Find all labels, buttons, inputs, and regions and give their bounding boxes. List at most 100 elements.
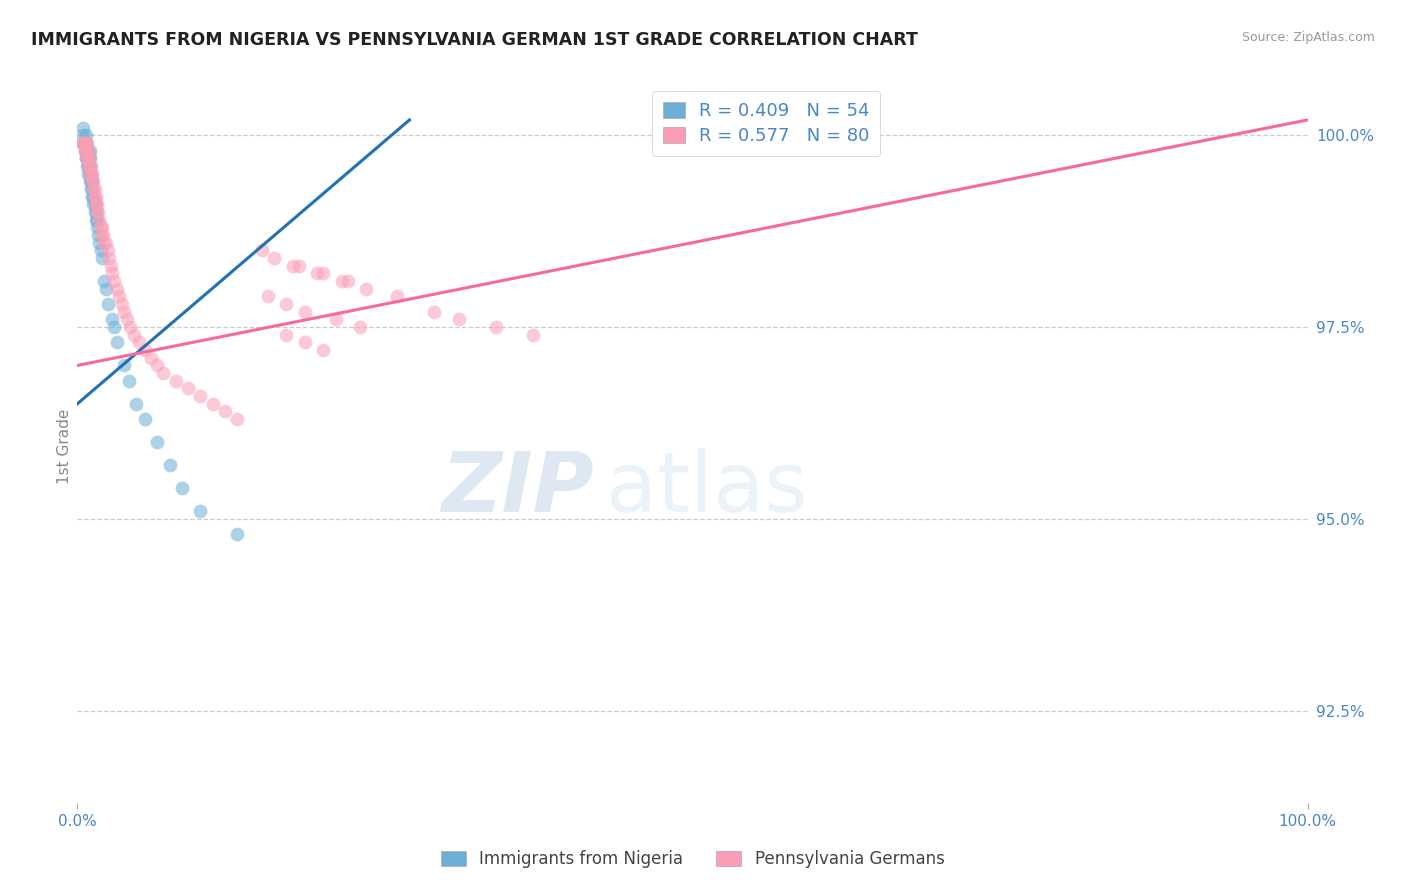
- Point: [84, 197, 107, 211]
- Point: [105, 335, 128, 350]
- Point: [112, 359, 135, 373]
- Y-axis label: 1st Grade: 1st Grade: [56, 409, 72, 483]
- Point: [72, 136, 94, 150]
- Point: [77, 144, 100, 158]
- Point: [77, 151, 100, 165]
- Point: [93, 274, 115, 288]
- Point: [76, 151, 98, 165]
- Point: [226, 412, 249, 426]
- Point: [98, 251, 121, 265]
- Point: [79, 144, 101, 158]
- Point: [349, 320, 371, 334]
- Point: [75, 151, 97, 165]
- Point: [83, 205, 105, 219]
- Point: [101, 312, 124, 326]
- Point: [75, 136, 97, 150]
- Point: [108, 289, 131, 303]
- Point: [276, 327, 298, 342]
- Point: [77, 167, 100, 181]
- Point: [485, 320, 508, 334]
- Point: [91, 227, 114, 242]
- Point: [226, 527, 249, 541]
- Point: [82, 189, 104, 203]
- Point: [83, 182, 105, 196]
- Point: [79, 159, 101, 173]
- Point: [90, 220, 112, 235]
- Point: [75, 136, 97, 150]
- Point: [83, 189, 105, 203]
- Point: [80, 174, 103, 188]
- Point: [72, 136, 94, 150]
- Point: [94, 282, 117, 296]
- Point: [80, 159, 103, 173]
- Point: [152, 366, 174, 380]
- Text: Source: ZipAtlas.com: Source: ZipAtlas.com: [1241, 31, 1375, 45]
- Point: [134, 412, 156, 426]
- Point: [76, 159, 98, 173]
- Point: [76, 144, 98, 158]
- Point: [79, 174, 101, 188]
- Point: [82, 189, 104, 203]
- Point: [93, 235, 115, 250]
- Point: [103, 320, 125, 334]
- Text: ZIP: ZIP: [441, 449, 595, 529]
- Point: [103, 274, 125, 288]
- Legend: Immigrants from Nigeria, Pennsylvania Germans: Immigrants from Nigeria, Pennsylvania Ge…: [432, 842, 953, 877]
- Point: [83, 197, 105, 211]
- Point: [79, 159, 101, 173]
- Text: IMMIGRANTS FROM NIGERIA VS PENNSYLVANIA GERMAN 1ST GRADE CORRELATION CHART: IMMIGRANTS FROM NIGERIA VS PENNSYLVANIA …: [31, 31, 918, 49]
- Point: [146, 359, 169, 373]
- Point: [90, 227, 114, 242]
- Point: [294, 335, 316, 350]
- Point: [90, 251, 114, 265]
- Point: [84, 205, 107, 219]
- Point: [190, 504, 212, 518]
- Point: [80, 167, 103, 181]
- Point: [141, 351, 163, 365]
- Point: [79, 167, 101, 181]
- Point: [73, 144, 96, 158]
- Point: [100, 259, 122, 273]
- Point: [79, 167, 101, 181]
- Point: [177, 381, 200, 395]
- Point: [105, 282, 128, 296]
- Point: [82, 174, 104, 188]
- Point: [522, 327, 544, 342]
- Point: [190, 389, 212, 403]
- Point: [122, 327, 145, 342]
- Point: [159, 458, 181, 473]
- Point: [73, 136, 96, 150]
- Point: [84, 189, 107, 203]
- Point: [79, 151, 101, 165]
- Point: [77, 159, 100, 173]
- Point: [75, 128, 97, 143]
- Point: [77, 151, 100, 165]
- Point: [214, 404, 236, 418]
- Point: [128, 335, 150, 350]
- Point: [77, 144, 100, 158]
- Point: [75, 144, 97, 158]
- Point: [73, 144, 96, 158]
- Point: [70, 136, 93, 150]
- Point: [79, 151, 101, 165]
- Point: [101, 266, 124, 280]
- Point: [72, 120, 94, 135]
- Point: [76, 136, 98, 150]
- Point: [170, 481, 193, 495]
- Point: [80, 167, 103, 181]
- Point: [115, 312, 138, 326]
- Text: atlas: atlas: [606, 449, 808, 529]
- Point: [263, 251, 285, 265]
- Point: [82, 182, 104, 196]
- Point: [73, 136, 96, 150]
- Point: [72, 128, 94, 143]
- Point: [134, 343, 156, 357]
- Point: [146, 435, 169, 450]
- Point: [294, 304, 316, 318]
- Point: [97, 244, 120, 258]
- Point: [82, 167, 104, 181]
- Point: [118, 374, 141, 388]
- Point: [387, 289, 409, 303]
- Point: [97, 297, 120, 311]
- Point: [86, 197, 108, 211]
